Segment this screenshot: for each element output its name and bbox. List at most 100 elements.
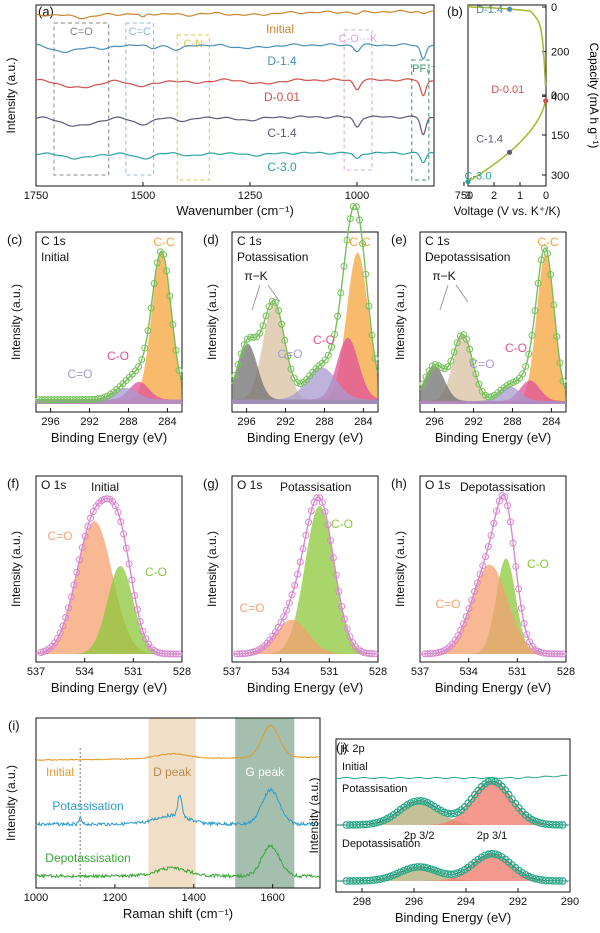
k2p-series-label: Potassisation [342,783,407,795]
data-point [73,568,81,576]
data-point [450,348,458,356]
panel-d-element: C 1s [237,234,262,248]
data-point [457,626,465,634]
data-point [313,494,321,502]
state-point-label: D-1.4 [476,4,503,16]
k2p-data-point [487,777,496,785]
k2p-data-point [423,864,432,872]
data-point [122,544,130,552]
region-label: PF₆⁻ [412,63,436,75]
data-point [550,301,558,309]
data-point [520,619,528,627]
panel-e: (e) C 1s Depotassisation Intensity (a.u.) Bi… [391,231,567,445]
data-point [256,329,264,337]
arrow-line [455,284,469,303]
envelope-f [35,498,182,655]
arrow-line [251,284,261,311]
panel-d-tick-label: 296 [237,416,255,428]
panel-d: (d) C 1s Potassisation Intensity (a.u.) Bind… [203,203,379,445]
k2p-data-point [528,873,537,882]
panel-j-tick-label: 298 [353,896,371,908]
panel-e-tick-label: 288 [503,416,521,428]
data-point [359,240,367,248]
k2p-data-point [383,873,391,882]
data-point [324,521,332,529]
series-c30-line [35,151,435,164]
panel-d-frame [231,231,379,413]
peak-h-area [420,564,566,654]
k2p-data-point [440,808,449,817]
raman-series-label: Potassisation [52,799,123,813]
data-point [288,591,296,599]
data-point [78,544,86,552]
data-point [512,562,520,570]
panel-f-label: (f) [7,476,19,491]
data-point [283,606,291,614]
raman-series-label: Depotassisation [45,851,130,865]
panel-d-tick-label: 292 [276,416,294,428]
peak-d-area [232,343,378,404]
k2p-initial-line [335,774,568,780]
data-point [517,604,525,612]
series-label: D-0.01 [264,90,300,104]
data-point [340,262,348,270]
data-point [142,635,150,643]
panel-h-ylabel: Intensity (a.u.) [393,531,407,607]
data-point [343,625,351,633]
panel-i-tick-label: 1200 [103,892,127,904]
data-point [163,267,171,275]
k2p-data-point [558,877,567,885]
state-point [543,98,549,104]
panel-e-annotation: π−K [432,269,455,283]
data-point [296,558,304,566]
panel-f-tick-label: 531 [124,666,142,678]
peak-label: C-O [505,341,527,355]
k2p-data-point [379,874,388,883]
panel-d-state: Potassisation [237,250,308,264]
panel-g-xlabel: Binding Energy (eV) [247,680,363,695]
data-point [94,395,102,403]
data-point [150,279,158,287]
data-point [493,507,501,515]
raman-series-label: Initial [46,765,74,779]
peak-e-area [420,380,566,404]
k2p-data-point [437,868,445,877]
discharge-curve [468,6,547,87]
data-point [334,312,342,320]
panel-e-tick-label: 292 [464,416,482,428]
panel-f-ylabel: Intensity (a.u.) [9,531,23,607]
region-box [411,59,430,181]
peak-label: C=O [469,357,494,371]
panel-e-element: C 1s [425,234,450,248]
panel-b-xlabel: Voltage (V vs. K⁺/K) [453,204,560,218]
panel-h-frame [419,475,567,663]
panel-g-tick-label: 537 [223,666,241,678]
k2p-data-point [386,872,395,881]
data-point [160,251,168,259]
peak-label: C=O [277,347,302,361]
panel-a-ylabel: Intensity (a.u.) [4,57,18,133]
data-point [472,370,480,378]
raman-raman_depot-line [36,843,321,880]
data-point [463,335,471,343]
region-label: C-N [183,38,203,50]
data-point [349,203,357,211]
panel-a-tick-label: 750 [455,190,473,202]
k2p-series-label: Initial [342,761,368,773]
peak-label: C-C [537,235,559,249]
data-point [262,312,270,320]
k2p-data-point [531,817,540,826]
panel-h-tick-label: 528 [557,666,575,678]
data-point [290,374,298,382]
data-point [525,350,533,358]
panel-b-tick-label: 0 [543,190,549,202]
data-point [280,613,288,621]
peak-label: C-C [153,235,175,249]
data-point [484,543,492,551]
panel-g-ylabel: Intensity (a.u.) [205,531,219,607]
data-point [362,270,370,278]
data-point [469,358,477,366]
data-point [59,622,67,630]
peak-label: C-O [145,565,167,579]
data-point [454,632,462,640]
